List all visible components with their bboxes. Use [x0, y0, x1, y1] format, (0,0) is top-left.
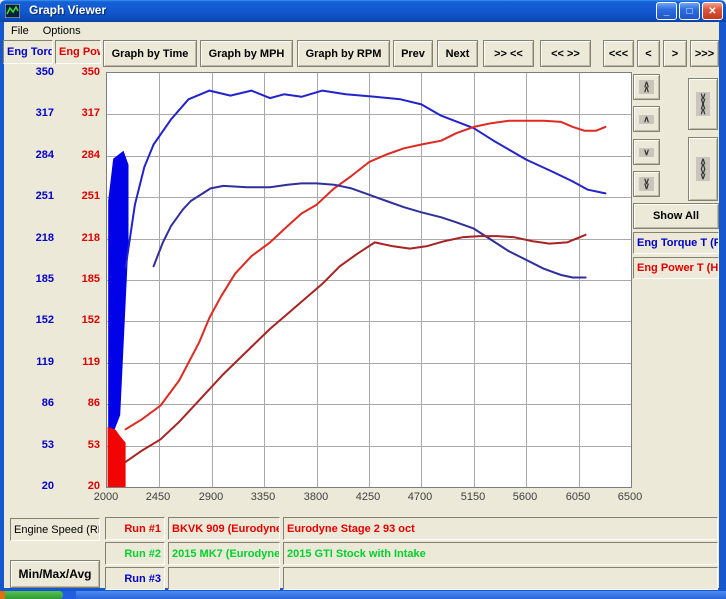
- curve-run-2-eng-power-hp-: [124, 233, 587, 463]
- double-down-chevron-icon: ∨ ∨: [639, 177, 654, 191]
- y-tick-power: 317: [81, 107, 100, 119]
- zoom-in-vertical-button[interactable]: ∨ ∨ ∧ ∧: [688, 78, 718, 130]
- x-tick-label: 4700: [407, 491, 433, 503]
- y-tick-power: 350: [81, 66, 100, 78]
- x-tick-label: 3350: [250, 491, 276, 503]
- y-tick-power: 152: [81, 314, 100, 326]
- pan-left-fast-button[interactable]: <<<: [603, 40, 634, 67]
- y-tick-torque: 218: [35, 232, 54, 244]
- pan-down-button[interactable]: ∨: [633, 139, 660, 165]
- pan-left-button[interactable]: <: [637, 40, 660, 67]
- down-chevron-icon: ∨: [639, 147, 654, 157]
- desktop-icon-fragment: [0, 591, 5, 599]
- chevrons-meet-icon: ∨ ∨ ∧ ∧: [695, 92, 711, 116]
- y-tick-torque: 317: [35, 107, 54, 119]
- taskbar: [0, 591, 726, 599]
- zoom-out-vertical-button[interactable]: ∧ ∧ ∨ ∨: [688, 137, 718, 201]
- next-button[interactable]: Next: [437, 40, 478, 67]
- graph-by-time-button[interactable]: Graph by Time: [103, 40, 197, 67]
- curve-run-1-eng-torque-ft-lbs-: [124, 89, 607, 269]
- axis-left-name-box: Eng Torque: [3, 40, 53, 64]
- x-tick-label: 4250: [355, 491, 381, 503]
- title-bar[interactable]: Graph Viewer _ □ ✕: [0, 0, 726, 22]
- graph-by-rpm-button[interactable]: Graph by RPM: [297, 40, 390, 67]
- y-tick-torque: 152: [35, 314, 54, 326]
- y-tick-torque: 350: [35, 66, 54, 78]
- run1-name-field[interactable]: BKVK 909 (Eurodyne, B: [168, 517, 280, 540]
- x-tick-label: 6500: [617, 491, 643, 503]
- prev-button[interactable]: Prev: [393, 40, 433, 67]
- taskbar-window-button[interactable]: [76, 591, 726, 599]
- torque-start-spike: [108, 150, 129, 434]
- show-all-button[interactable]: Show All: [633, 203, 719, 229]
- x-tick-label: 2450: [145, 491, 171, 503]
- window-title: Graph Viewer: [29, 3, 107, 17]
- axis-right-name-box: Eng Power: [55, 40, 101, 64]
- run2-label: Run #2: [105, 542, 165, 565]
- y-tick-torque: 185: [35, 273, 54, 285]
- y-tick-torque: 119: [36, 356, 54, 368]
- y-tick-power: 20: [87, 480, 100, 492]
- power-start-spike: [107, 426, 126, 487]
- y-tick-power: 185: [81, 273, 100, 285]
- run3-name-field[interactable]: [168, 567, 280, 590]
- y-tick-power: 53: [87, 439, 100, 451]
- dyno-chart: [107, 73, 631, 487]
- x-tick-label: 2000: [93, 491, 119, 503]
- y-tick-power: 86: [87, 397, 100, 409]
- zoom-in-horizontal-button[interactable]: >> <<: [483, 40, 534, 67]
- y-tick-power: 251: [81, 190, 100, 202]
- menu-file[interactable]: File: [11, 24, 29, 37]
- run3-description-field[interactable]: [283, 567, 718, 590]
- legend-torque-box: Eng Torque T (Ft-lb: [633, 232, 719, 254]
- graph-by-mph-button[interactable]: Graph by MPH: [200, 40, 293, 67]
- x-tick-label: 5150: [460, 491, 486, 503]
- x-tick-label: 3800: [303, 491, 329, 503]
- app-icon: [5, 4, 20, 18]
- x-tick-label: 2900: [198, 491, 224, 503]
- up-chevron-icon: ∧: [639, 114, 654, 124]
- double-up-chevron-icon: ∧ ∧: [639, 80, 654, 94]
- y-tick-torque: 53: [41, 439, 54, 451]
- zoom-out-horizontal-button[interactable]: << >>: [540, 40, 591, 67]
- pan-up-button[interactable]: ∧: [633, 106, 660, 132]
- y-tick-power: 284: [81, 149, 100, 161]
- pan-right-fast-button[interactable]: >>>: [690, 40, 719, 67]
- y-tick-torque: 20: [41, 480, 54, 492]
- close-button[interactable]: ✕: [702, 2, 723, 20]
- curve-run-2-eng-torque-ft-lbs-: [152, 182, 587, 279]
- menu-options[interactable]: Options: [42, 24, 81, 37]
- plot-area[interactable]: [106, 72, 632, 488]
- pan-up-fast-button[interactable]: ∧ ∧: [633, 74, 660, 100]
- min-max-avg-button[interactable]: Min/Max/Avg: [10, 560, 100, 588]
- x-tick-label: 5600: [512, 491, 538, 503]
- x-tick-label: 6050: [565, 491, 591, 503]
- pan-right-button[interactable]: >: [663, 40, 687, 67]
- run1-label: Run #1: [105, 517, 165, 540]
- run1-description-field[interactable]: Eurodyne Stage 2 93 oct: [283, 517, 718, 540]
- minimize-button[interactable]: _: [656, 2, 677, 20]
- y-tick-power: 218: [81, 232, 100, 244]
- chevrons-spread-icon: ∧ ∧ ∨ ∨: [695, 157, 711, 181]
- pan-down-fast-button[interactable]: ∨ ∨: [633, 171, 660, 197]
- y-tick-torque: 251: [35, 190, 54, 202]
- run2-name-field[interactable]: 2015 MK7 (Eurodyne, B: [168, 542, 280, 565]
- start-button-fragment[interactable]: [5, 591, 63, 599]
- y-tick-torque: 284: [35, 149, 54, 161]
- curve-run-1-eng-power-hp-: [124, 119, 607, 431]
- y-tick-torque: 86: [41, 397, 54, 409]
- maximize-button[interactable]: □: [679, 2, 700, 20]
- y-tick-power: 119: [82, 356, 100, 368]
- legend-power-box: Eng Power T (HP): [633, 257, 719, 279]
- run2-description-field[interactable]: 2015 GTI Stock with Intake: [283, 542, 718, 565]
- run3-label: Run #3: [105, 567, 165, 590]
- window-border-left: [0, 22, 4, 591]
- x-axis-name-box: Engine Speed (RPM): [10, 518, 100, 541]
- menu-bar: File Options: [4, 22, 719, 39]
- window-border-right: [719, 22, 726, 591]
